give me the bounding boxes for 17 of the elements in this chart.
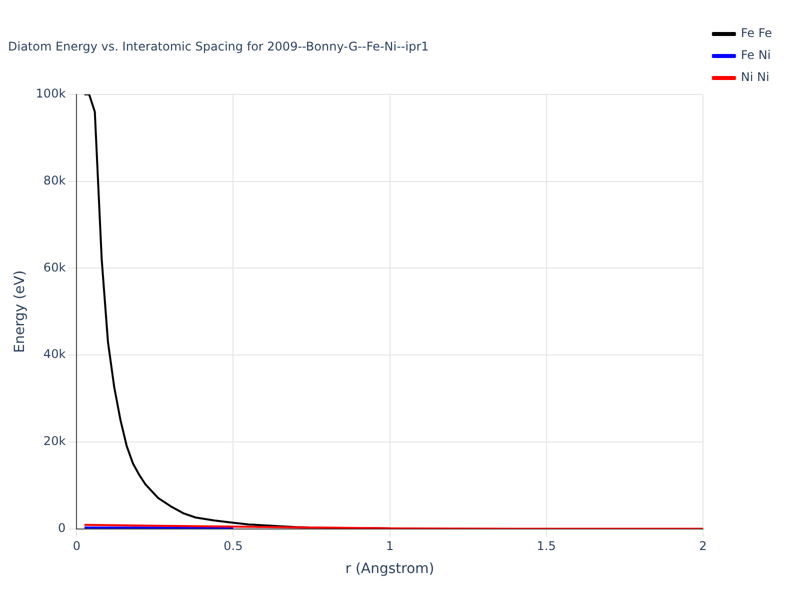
y-axis-title: Energy (eV) — [12, 270, 28, 353]
x-tick-label: 1.5 — [536, 539, 556, 554]
x-tick-label: 0 — [72, 539, 80, 554]
x-axis-title: r (Angstrom) — [345, 561, 434, 578]
legend-label: Fe Ni — [740, 48, 771, 62]
x-tick-label: 0.5 — [224, 539, 243, 554]
y-tick-label: 0 — [58, 520, 66, 535]
y-tick-label: 20k — [43, 434, 66, 448]
x-tick-label: 1 — [386, 539, 394, 554]
legend-label: Ni Ni — [740, 70, 770, 84]
legend-label: Fe Fe — [740, 26, 772, 40]
x-tick-label: 2 — [699, 539, 707, 554]
y-tick-label: 40k — [43, 347, 66, 362]
y-tick-label: 80k — [43, 173, 66, 188]
y-tick-label: 60k — [43, 260, 66, 274]
chart-title: Diatom Energy vs. Interatomic Spacing for 2009--Bonny-G--Fe-Ni--ipr1 — [8, 39, 429, 54]
y-tick-label: 100k — [36, 86, 66, 101]
